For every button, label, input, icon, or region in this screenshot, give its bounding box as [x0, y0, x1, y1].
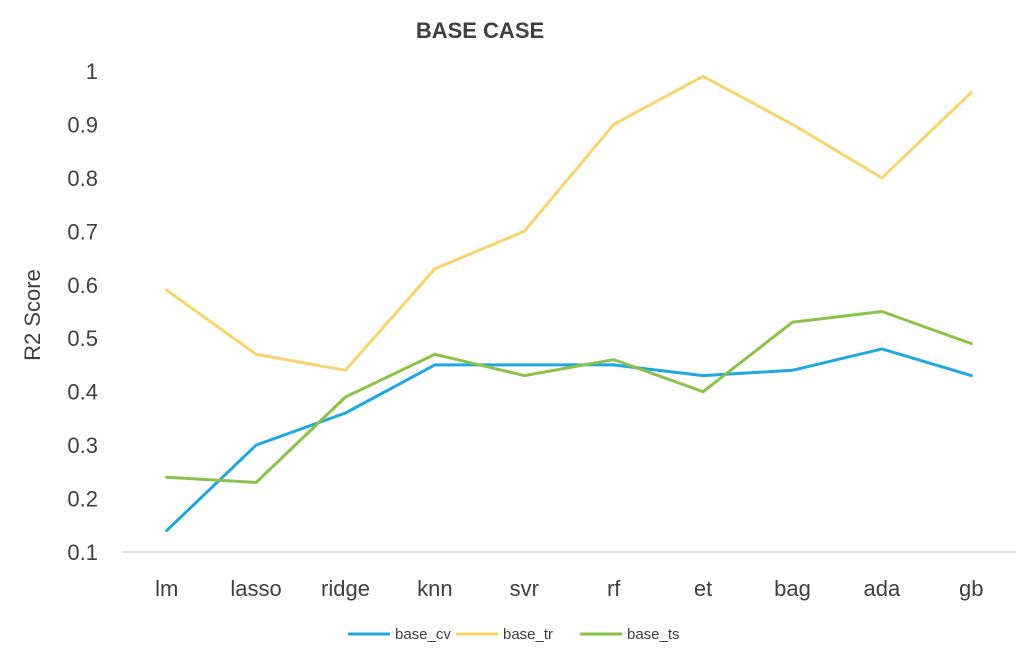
- x-tick-label: et: [694, 576, 712, 601]
- series-line-base-ts: [165, 310, 973, 484]
- legend: base_cv base_tr base_ts: [348, 626, 680, 643]
- y-tick-label: 0.4: [67, 380, 98, 405]
- x-tick-label: knn: [417, 576, 452, 601]
- x-tick-label: lasso: [230, 576, 281, 601]
- x-tick-label: ridge: [321, 576, 370, 601]
- series-line-base-tr: [165, 74, 973, 372]
- x-tick-label: gb: [959, 576, 983, 601]
- chart-title: BASE CASE: [416, 18, 544, 43]
- y-tick-label: 0.7: [67, 219, 98, 244]
- legend-label: base_tr: [503, 626, 553, 643]
- legend-label: base_cv: [395, 626, 451, 643]
- y-tick-label: 0.8: [67, 166, 98, 191]
- x-tick-label: rf: [607, 576, 621, 601]
- series-group: [165, 74, 973, 533]
- y-tick-label: 0.5: [67, 326, 98, 351]
- y-axis-label: R2 Score: [20, 269, 45, 361]
- x-axis-ticks: lm lasso ridge knn svr rf et bag ada gb: [155, 576, 983, 601]
- x-tick-label: lm: [155, 576, 178, 601]
- legend-label: base_ts: [627, 626, 680, 643]
- y-axis-ticks: 0.1 0.2 0.3 0.4 0.5 0.6 0.7 0.8 0.9 1: [67, 59, 98, 565]
- x-tick-label: svr: [510, 576, 539, 601]
- y-tick-label: 0.2: [67, 487, 98, 512]
- y-tick-label: 0.3: [67, 433, 98, 458]
- y-tick-label: 0.6: [67, 273, 98, 298]
- series-line-base-cv: [165, 347, 973, 533]
- y-tick-label: 0.1: [67, 540, 98, 565]
- x-tick-label: ada: [864, 576, 901, 601]
- y-tick-label: 1: [86, 59, 98, 84]
- y-tick-label: 0.9: [67, 112, 98, 137]
- x-tick-label: bag: [774, 576, 811, 601]
